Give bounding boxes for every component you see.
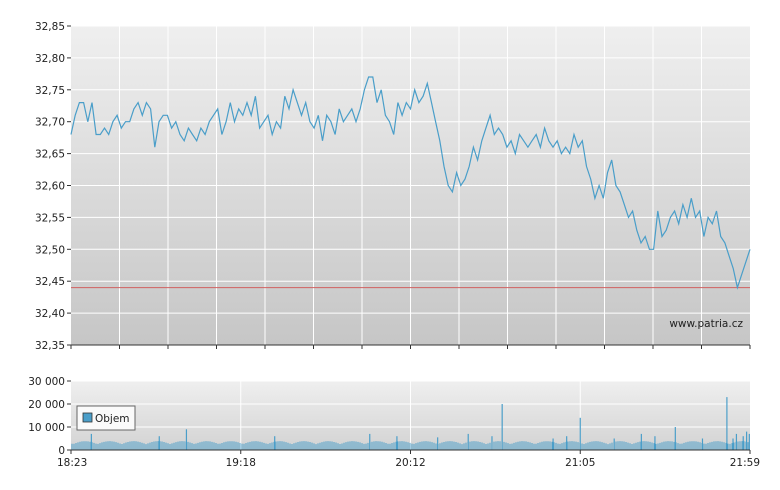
volume-y-tick-label: 10 000 — [28, 422, 65, 434]
price-x-ticks — [70, 345, 751, 349]
price-y-tick-label: 32,85 — [35, 21, 65, 33]
legend: Objem — [76, 405, 136, 431]
price-y-tick-label: 32,50 — [35, 244, 65, 256]
legend-swatch — [82, 412, 93, 423]
watermark: www.patria.cz — [669, 318, 743, 330]
volume-x-axis-ticks: 18:23 19:18 20:12 21:05 21:59 — [57, 450, 760, 469]
price-y-tick-label: 32,45 — [35, 276, 65, 288]
volume-y-tick-label: 30 000 — [28, 376, 65, 388]
price-y-tick-label: 32,40 — [35, 308, 65, 320]
price-y-tick-label: 32,55 — [35, 212, 65, 224]
legend-label: Objem — [95, 413, 130, 425]
volume-x-tick-label: 21:59 — [730, 457, 760, 469]
price-panel: 32,85 32,80 32,75 32,70 32,65 32,60 32,55 32,50… — [35, 21, 751, 352]
volume-x-tick-label: 18:23 — [57, 457, 87, 469]
price-y-tick-label: 32,65 — [35, 149, 65, 161]
volume-x-tick-label: 21:05 — [565, 457, 595, 469]
volume-y-tick-label: 0 — [58, 445, 65, 457]
volume-x-tick-label: 20:12 — [395, 457, 425, 469]
price-y-tick-label: 32,70 — [35, 117, 65, 129]
price-y-tick-label: 32,60 — [35, 181, 65, 193]
volume-y-tick-label: 20 000 — [28, 399, 65, 411]
price-series-line — [70, 76, 751, 290]
price-y-tick-label: 32,35 — [35, 340, 65, 352]
volume-bars — [71, 397, 750, 450]
volume-y-axis: 30 000 20 000 10 000 0 — [28, 376, 71, 457]
volume-x-tick-label: 19:18 — [226, 457, 256, 469]
volume-grid — [71, 380, 750, 450]
price-y-axis: 32,85 32,80 32,75 32,70 32,65 32,60 32,55 32,50… — [35, 21, 71, 352]
price-y-tick-label: 32,80 — [35, 53, 65, 65]
price-y-tick-label: 32,75 — [35, 85, 65, 97]
volume-panel: 30 000 20 000 10 000 0 18:23 19:18 20:12 21:05… — [28, 376, 760, 469]
